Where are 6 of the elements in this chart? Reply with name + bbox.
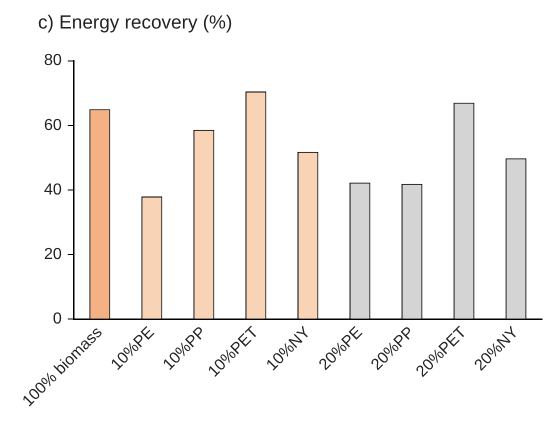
chart-title: c) Energy recovery (%) (38, 12, 232, 34)
y-tick-label: 0 (52, 310, 62, 328)
y-tick-label: 60 (44, 116, 62, 134)
y-tick-label: 20 (44, 246, 62, 264)
y-tick-label: 40 (44, 181, 62, 198)
y-tick-label: 80 (44, 52, 62, 70)
